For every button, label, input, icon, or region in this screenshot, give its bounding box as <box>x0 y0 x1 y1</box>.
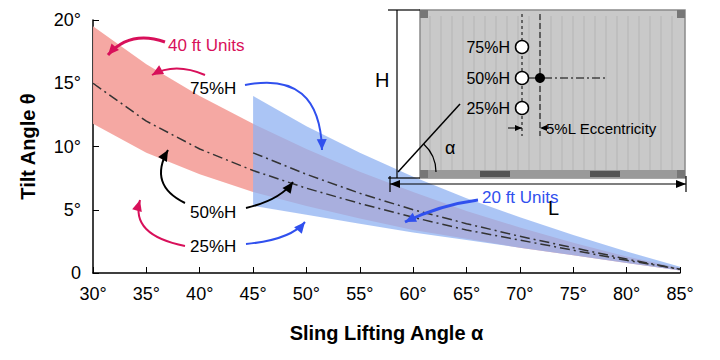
svg-text:50°: 50° <box>293 284 320 304</box>
svg-text:75°: 75° <box>560 284 587 304</box>
svg-text:Tilt Angle θ: Tilt Angle θ <box>17 93 39 199</box>
svg-text:20°: 20° <box>54 10 81 30</box>
svg-text:35°: 35° <box>133 284 160 304</box>
svg-text:65°: 65° <box>453 284 480 304</box>
svg-text:0: 0 <box>71 263 81 283</box>
svg-text:15°: 15° <box>54 73 81 93</box>
svg-text:10°: 10° <box>54 137 81 157</box>
svg-text:70°: 70° <box>506 284 533 304</box>
svg-text:25%H: 25%H <box>190 237 236 256</box>
svg-text:α: α <box>445 138 455 158</box>
svg-text:25%H: 25%H <box>466 100 510 117</box>
svg-text:L: L <box>548 197 559 219</box>
svg-text:Sling Lifting Angle α: Sling Lifting Angle α <box>290 322 484 344</box>
svg-text:H: H <box>375 69 389 91</box>
svg-text:55°: 55° <box>346 284 373 304</box>
svg-text:85°: 85° <box>666 284 693 304</box>
svg-text:75%H: 75%H <box>466 39 510 56</box>
svg-text:50%H: 50%H <box>190 203 236 222</box>
svg-text:40°: 40° <box>186 284 213 304</box>
svg-text:60°: 60° <box>400 284 427 304</box>
svg-text:80°: 80° <box>613 284 640 304</box>
svg-text:30°: 30° <box>79 284 106 304</box>
svg-text:20 ft Units: 20 ft Units <box>482 187 559 207</box>
svg-text:5%L Eccentricity: 5%L Eccentricity <box>546 120 657 137</box>
svg-text:5°: 5° <box>64 200 81 220</box>
svg-text:45°: 45° <box>239 284 266 304</box>
svg-text:50%H: 50%H <box>466 70 510 87</box>
svg-text:75%H: 75%H <box>190 79 236 98</box>
svg-text:40 ft Units: 40 ft Units <box>168 36 245 55</box>
